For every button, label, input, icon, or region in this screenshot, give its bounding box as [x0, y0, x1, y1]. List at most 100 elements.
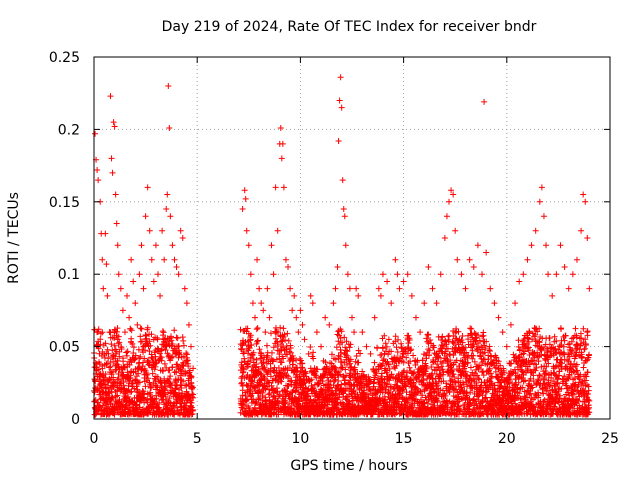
data-point	[166, 367, 173, 374]
data-point	[341, 376, 348, 383]
data-point	[309, 300, 316, 307]
data-point	[156, 350, 163, 357]
data-point	[171, 411, 178, 418]
data-point	[377, 292, 384, 299]
data-point	[384, 278, 391, 285]
data-point	[168, 337, 175, 344]
data-point	[480, 332, 487, 339]
data-point	[104, 292, 111, 299]
data-point	[116, 353, 123, 360]
data-point	[115, 271, 122, 278]
data-point	[165, 82, 172, 89]
data-point	[177, 227, 184, 234]
x-tick-label: 15	[395, 431, 413, 447]
data-point	[99, 256, 106, 263]
data-point	[237, 326, 244, 333]
data-point	[336, 97, 343, 104]
data-point	[115, 340, 122, 347]
data-point	[388, 300, 395, 307]
data-point	[328, 360, 335, 367]
data-point	[130, 278, 137, 285]
data-point	[507, 321, 514, 328]
data-point	[578, 227, 585, 234]
data-point	[503, 343, 510, 350]
data-point	[174, 335, 181, 342]
data-point	[141, 391, 148, 398]
data-point	[181, 285, 188, 292]
data-point	[337, 335, 344, 342]
data-point	[425, 263, 432, 270]
data-point	[92, 411, 99, 418]
data-point	[353, 285, 360, 292]
data-point	[246, 386, 253, 393]
data-point	[287, 285, 294, 292]
data-point	[284, 330, 291, 337]
data-point	[334, 263, 341, 270]
data-point	[280, 344, 287, 351]
data-point	[149, 355, 156, 362]
y-axis-label: ROTI / TECUs	[6, 192, 22, 284]
data-point	[142, 347, 149, 354]
data-point	[146, 227, 153, 234]
data-point	[286, 348, 293, 355]
data-point	[106, 376, 113, 383]
data-point	[335, 368, 342, 375]
data-point	[253, 356, 260, 363]
data-point	[292, 381, 299, 388]
data-point	[127, 325, 134, 332]
data-point	[246, 345, 253, 352]
data-point	[297, 307, 304, 314]
data-point	[313, 329, 320, 336]
data-point	[379, 271, 386, 278]
data-point	[274, 343, 281, 350]
data-point	[148, 384, 155, 391]
data-point	[289, 307, 296, 314]
data-point	[137, 325, 144, 332]
data-point	[290, 355, 297, 362]
data-point	[264, 383, 271, 390]
data-point	[299, 365, 306, 372]
data-point	[253, 326, 260, 333]
data-point	[120, 382, 127, 389]
data-point	[102, 230, 109, 237]
data-point	[109, 169, 116, 176]
data-point	[359, 329, 366, 336]
data-point	[238, 379, 245, 386]
data-point	[333, 402, 340, 409]
data-point	[538, 184, 545, 191]
data-point	[99, 365, 106, 372]
data-point	[255, 396, 262, 403]
data-point	[245, 242, 252, 249]
data-point	[124, 369, 131, 376]
data-point	[99, 372, 106, 379]
data-point	[341, 213, 348, 220]
data-point	[240, 366, 247, 373]
data-point	[121, 329, 128, 336]
data-point	[394, 271, 401, 278]
data-point	[173, 404, 180, 411]
data-point	[183, 388, 190, 395]
data-point	[294, 367, 301, 374]
data-point	[326, 385, 333, 392]
data-point	[189, 384, 196, 391]
data-point	[164, 191, 171, 198]
data-point	[161, 336, 168, 343]
data-point	[124, 292, 131, 299]
data-point	[109, 347, 116, 354]
data-point	[347, 341, 354, 348]
data-point	[339, 177, 346, 184]
data-point	[112, 191, 119, 198]
data-point	[307, 344, 314, 350]
data-point	[256, 285, 263, 292]
data-point	[169, 364, 176, 371]
data-point	[180, 378, 187, 385]
y-tick-label: 0.25	[49, 50, 80, 66]
data-point	[341, 334, 348, 341]
data-point	[163, 206, 170, 213]
data-point	[153, 395, 160, 402]
data-point	[161, 360, 168, 367]
data-point	[355, 347, 362, 354]
data-point	[279, 140, 286, 147]
data-point	[285, 382, 292, 389]
data-point	[120, 371, 127, 378]
